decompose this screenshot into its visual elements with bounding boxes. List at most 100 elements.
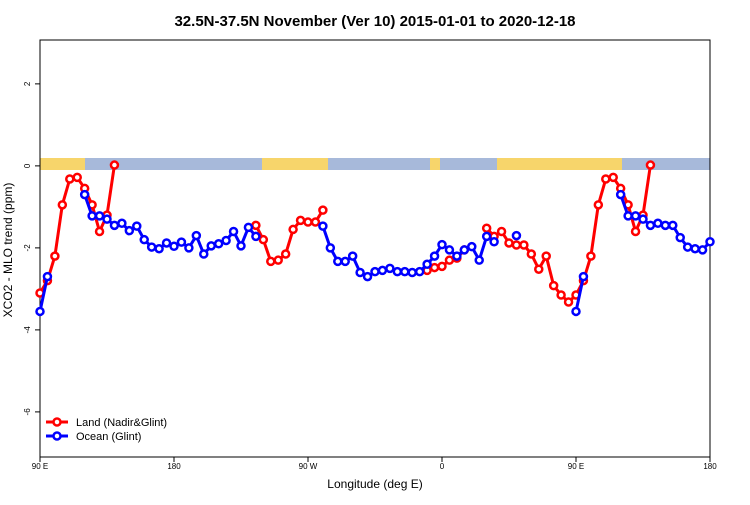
data-point [370,266,380,277]
data-point [303,217,313,227]
x-tick-label: 180 [703,462,717,471]
data-point [638,214,648,224]
data-point [623,211,633,221]
data-point [132,221,142,231]
data-point [87,211,97,221]
land-strip [262,158,328,170]
data-point [593,200,604,210]
data-point [474,255,484,265]
data-point [199,249,209,259]
data-point [541,251,551,261]
y-tick-label: 0 [23,163,32,168]
data-point [511,230,522,241]
data-point [146,242,157,252]
data-point [139,234,149,245]
data-point [496,226,507,237]
data-point [243,222,254,233]
data-point [79,189,90,200]
data-point [310,217,321,227]
data-point [228,226,239,237]
data-point [385,263,395,274]
data-point [102,214,112,224]
data-point [124,225,135,236]
data-point [481,231,492,242]
data-point [318,205,328,215]
data-point [206,241,216,251]
data-point [184,243,194,253]
data-point [94,211,105,221]
data-point [608,172,618,183]
data-point [355,267,365,278]
data-point [288,224,298,235]
data-point [318,221,328,231]
legend-marker [52,417,62,427]
data-point [571,306,581,317]
data-point [630,211,641,221]
data-point [459,245,470,255]
data-point [586,251,596,261]
x-tick-label: 0 [440,462,445,471]
data-point [422,259,432,270]
y-tick-label: -4 [23,326,32,334]
data-point [117,218,127,229]
data-point [690,243,700,254]
data-point [414,266,425,277]
data-point [50,251,60,261]
chart-title: 32.5N-37.5N November (Ver 10) 2015-01-01… [174,13,575,30]
x-axis-label: Longitude (deg E) [327,477,422,491]
y-tick-label: -6 [23,408,32,416]
data-point [42,271,53,282]
land-strip [430,158,440,170]
data-point [347,251,358,261]
data-point [191,230,202,241]
data-point [660,220,671,231]
data-point [176,237,187,247]
data-point [444,245,455,255]
x-tick-label: 90 W [299,462,318,471]
data-point [273,255,283,265]
data-point [437,261,447,272]
data-point [563,297,574,307]
data-point [630,226,641,237]
data-point [377,265,388,276]
data-point [57,200,68,210]
land-ocean-strip [40,158,710,170]
data-point [429,262,440,273]
data-point [213,239,224,249]
y-tick-label: 2 [23,81,32,86]
data-point [526,249,537,259]
data-point [109,160,120,170]
data-point [504,238,514,248]
y-axis-label: XCO2 - MLO trend (ppm) [1,183,15,318]
data-point [645,220,656,231]
data-point [161,238,172,248]
data-point [429,251,440,261]
data-point [548,280,559,291]
data-point [65,174,75,184]
data-point [251,220,261,231]
data-point [221,235,231,246]
data-point [325,243,336,253]
data-point [653,218,663,229]
data-point [578,271,589,282]
legend-marker [52,431,62,441]
data-point [333,256,343,267]
data-point [705,236,715,247]
data-point [109,220,120,231]
data-point [407,267,417,278]
land-strip [40,158,85,170]
data-point [511,240,522,250]
data-point [72,172,82,183]
plot-frame [39,39,711,458]
data-point [154,243,164,254]
data-point [35,306,45,317]
data-point [556,290,566,300]
legend-label: Land (Nadir&Glint) [76,417,167,429]
x-tick-label: 180 [167,462,181,471]
data-point [534,264,544,274]
data-point [266,256,276,267]
legend-label: Ocean (Glint) [76,431,141,443]
data-point [236,241,246,251]
